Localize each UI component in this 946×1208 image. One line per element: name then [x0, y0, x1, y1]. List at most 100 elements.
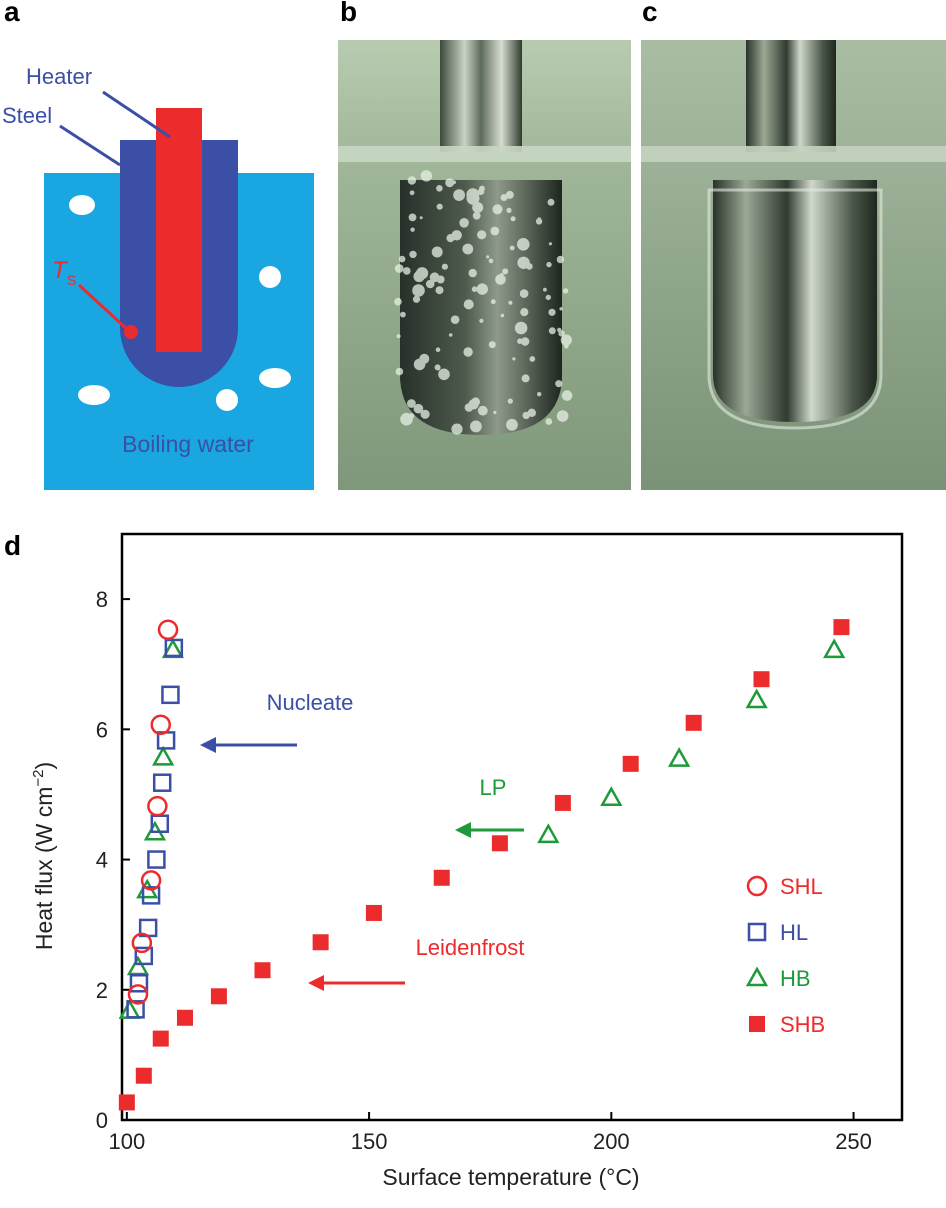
- vapor-bubble: [425, 279, 435, 289]
- plot-frame: [120, 532, 904, 1122]
- vapor-bubble: [408, 413, 415, 419]
- legend-marker-hl: [747, 922, 767, 942]
- vapor-bubble: [521, 374, 530, 383]
- vapor-bubble: [556, 410, 569, 422]
- data-point-shb: [685, 714, 702, 731]
- y-tick-label: 0: [96, 1108, 108, 1133]
- vapor-bubble: [407, 399, 416, 408]
- heater-label: Heater: [26, 64, 92, 89]
- data-point-hb: [668, 747, 691, 767]
- vapor-bubble: [436, 185, 443, 192]
- legend-label: HL: [780, 920, 808, 945]
- data-point-shb: [210, 988, 227, 1005]
- vapor-bubble: [556, 255, 565, 264]
- y-tick-label: 6: [96, 717, 108, 742]
- vapor-bubble: [505, 190, 514, 199]
- vapor-bubble: [395, 367, 404, 376]
- vapor-bubble: [537, 392, 542, 397]
- x-tick-label: 100: [108, 1129, 145, 1154]
- data-point-shl: [131, 932, 153, 954]
- legend-marker-hb: [745, 966, 769, 987]
- arrow-head: [308, 975, 324, 991]
- data-point-hb: [745, 688, 768, 709]
- data-point-hb: [126, 955, 150, 976]
- annotation-label: LP: [480, 775, 507, 800]
- vapor-bubble: [490, 226, 500, 236]
- data-point-shb: [491, 835, 508, 852]
- vapor-bubble: [495, 274, 506, 285]
- panel-letter-d: d: [4, 530, 22, 561]
- vapor-bubble: [548, 308, 556, 316]
- vapor-bubble: [488, 258, 494, 264]
- vapor-bubble: [412, 295, 421, 303]
- vapor-bubble: [545, 294, 551, 301]
- vapor-bubble: [436, 275, 445, 284]
- vapor-bubble: [499, 273, 504, 277]
- vapor-bubble: [512, 357, 516, 361]
- vapor-bubble: [403, 267, 411, 275]
- vapor-bubble: [472, 211, 481, 220]
- vapor-bubble: [488, 341, 496, 349]
- vapor-bubble: [438, 368, 450, 381]
- legend-marker-shl: [746, 875, 768, 897]
- vapor-bubble: [472, 202, 484, 213]
- panel-letter-b: b: [340, 0, 358, 27]
- vapor-bubble: [561, 390, 573, 401]
- data-point-shb: [135, 1067, 152, 1084]
- data-point-hl: [129, 974, 149, 993]
- vapor-bubble: [564, 344, 569, 349]
- data-point-hl: [126, 1000, 145, 1019]
- vapor-bubble: [479, 318, 484, 323]
- vapor-bubble: [408, 213, 417, 222]
- vapor-bubble: [464, 403, 474, 412]
- vapor-bubble: [420, 170, 433, 182]
- vapor-bubble: [394, 264, 404, 273]
- vapor-bubble: [508, 300, 513, 305]
- vapor-bubble: [559, 307, 563, 311]
- data-point-shb: [554, 794, 571, 811]
- data-point-hl: [141, 886, 161, 905]
- x-tick-label: 250: [835, 1129, 872, 1154]
- panel-letter-c: c: [642, 0, 658, 27]
- data-point-shl: [127, 984, 149, 1005]
- vapor-bubble: [560, 334, 572, 346]
- vapor-bubble: [548, 242, 552, 246]
- data-point-shl: [157, 619, 179, 640]
- vapor-bubble: [502, 268, 509, 275]
- data-point-hb: [823, 638, 846, 659]
- data-point-shb: [118, 1094, 135, 1111]
- data-point-hl: [152, 773, 172, 792]
- vapor-bubble: [452, 180, 456, 184]
- legend-label: HB: [780, 966, 811, 991]
- vapor-bubble: [492, 204, 503, 215]
- data-point-hb: [600, 786, 623, 806]
- vapor-bubble: [506, 418, 518, 431]
- y-tick-label: 4: [96, 848, 108, 873]
- panel-letter-a: a: [4, 0, 20, 27]
- data-point-shb: [152, 1030, 169, 1047]
- data-point-hl: [134, 946, 154, 966]
- vapor-bubble: [448, 333, 453, 337]
- data-point-shl: [147, 795, 168, 817]
- vapor-bubble: [517, 238, 530, 251]
- vapor-bubble: [500, 194, 508, 201]
- vapor-bubble: [446, 234, 455, 243]
- vapor-bubble: [519, 289, 529, 298]
- vapor-bubble: [434, 274, 438, 279]
- vapor-bubble: [409, 190, 415, 196]
- vapor-bubble: [522, 411, 530, 420]
- vapor-bubble: [535, 218, 543, 225]
- vapor-bubble: [486, 255, 490, 259]
- legend-label: SHL: [780, 874, 823, 899]
- vapor-bubble: [451, 423, 463, 435]
- vapor-bubble: [459, 218, 469, 228]
- vapor-bubble: [510, 216, 516, 222]
- data-point-hl: [164, 638, 184, 658]
- vapor-bubble: [416, 267, 429, 280]
- data-point-shb: [433, 869, 450, 886]
- vapor-bubble: [517, 338, 523, 345]
- vapor-bubble: [529, 356, 536, 362]
- vapor-bubble: [520, 308, 529, 317]
- vapor-bubble: [462, 243, 474, 255]
